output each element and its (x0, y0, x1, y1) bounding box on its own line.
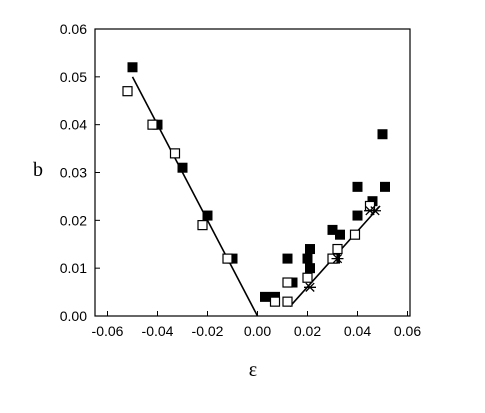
filled-square-point (302, 253, 313, 264)
y-tick-label: 0.00 (60, 308, 87, 324)
filled-square-point (305, 263, 315, 274)
x-tick-label: -0.02 (192, 323, 224, 339)
y-tick-label: 0.02 (60, 212, 87, 228)
y-axis: 0.00 0.01 0.02 0.03 0.04 0.05 0.06 (60, 21, 100, 324)
y-tick-label: 0.06 (60, 21, 87, 37)
star-point (304, 282, 316, 292)
y-tick-label: 0.03 (60, 165, 87, 181)
filled-square-point (352, 181, 363, 192)
fit-lines (131, 76, 381, 317)
open-square-point (282, 277, 293, 288)
open-square-point (169, 148, 181, 159)
x-axis-label: ε (249, 359, 257, 381)
x-tick-label: -0.06 (92, 323, 124, 339)
open-square-point (332, 243, 343, 255)
filled-square-point (202, 210, 213, 221)
open-square-point (282, 296, 293, 307)
x-tick-label: 0.00 (244, 323, 271, 339)
open-square-point (197, 220, 208, 231)
filled-square-point (177, 162, 188, 173)
filled-square-point (352, 210, 363, 221)
open-square-point (222, 253, 233, 264)
filled-square-point (282, 253, 293, 264)
open-square-point (349, 229, 361, 240)
filled-square-point (377, 129, 388, 140)
fit-line (131, 76, 259, 317)
x-tick-label: 0.04 (344, 323, 371, 339)
open-square-point (122, 86, 133, 97)
filled-square-point (335, 229, 345, 240)
x-tick-label: 0.02 (294, 323, 321, 339)
y-tick-label: 0.01 (60, 260, 87, 276)
x-tick-label: -0.04 (142, 323, 174, 339)
y-tick-label: 0.05 (60, 69, 87, 85)
filled-square-point (380, 181, 390, 192)
open-square-point (269, 296, 281, 307)
data-points (122, 62, 390, 307)
filled-square-point (127, 62, 138, 73)
y-axis-label: b (33, 159, 43, 181)
open-square-point (147, 119, 158, 130)
filled-square-point (327, 224, 338, 235)
open-square-point (302, 272, 313, 283)
plot-frame (94, 28, 411, 317)
x-tick-label: 0.06 (394, 323, 421, 339)
star-point (369, 206, 381, 216)
filled-square-point (260, 291, 270, 302)
y-tick-label: 0.04 (60, 117, 87, 133)
filled-square-point (305, 244, 315, 255)
star-point (331, 253, 344, 264)
x-axis: -0.06 -0.04 -0.02 0.00 0.02 0.04 0.06 (92, 311, 421, 339)
